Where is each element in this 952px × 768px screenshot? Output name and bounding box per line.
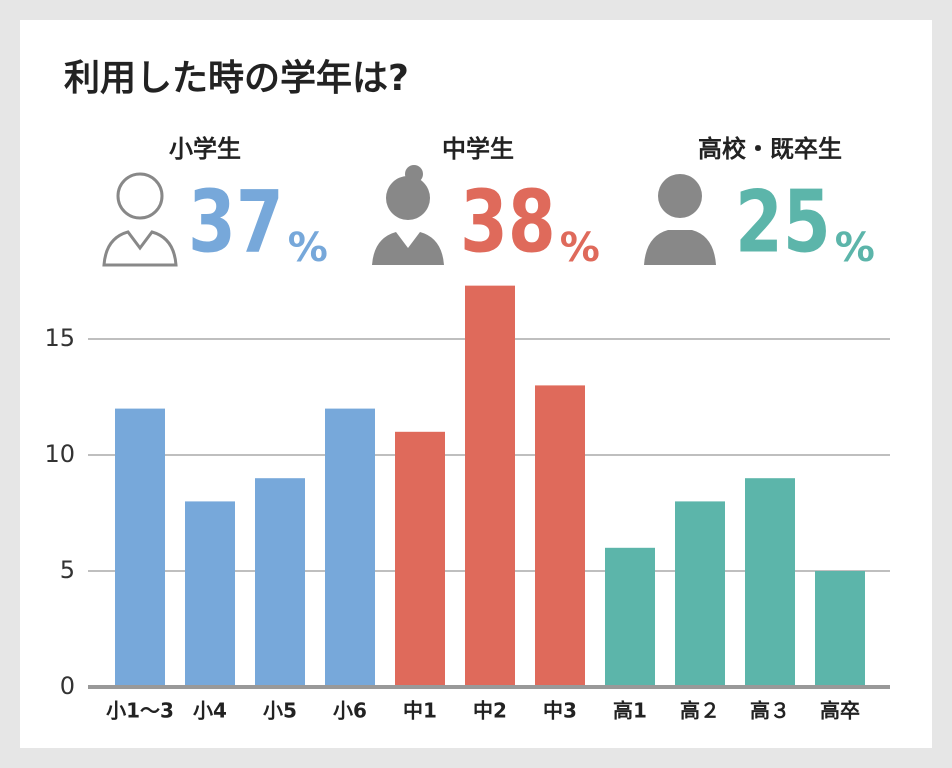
x-tick-label: 高３	[750, 699, 790, 723]
group-unit: %	[288, 225, 328, 271]
chart-title: 利用した時の学年は?	[64, 57, 409, 99]
group-label: 中学生	[442, 135, 514, 163]
bar	[325, 408, 375, 687]
group-label: 小学生	[169, 135, 241, 163]
y-tick-label: 15	[44, 324, 75, 352]
x-tick-label: 小4	[193, 699, 227, 723]
group-percent: 25	[735, 173, 831, 272]
bar	[395, 431, 445, 687]
bar	[255, 478, 305, 687]
bar	[115, 408, 165, 687]
x-tick-label: 小5	[263, 699, 297, 723]
x-tick-label: 小1〜3	[106, 699, 174, 723]
x-tick-label: 中3	[543, 699, 577, 723]
y-tick-label: 5	[60, 556, 75, 584]
bar	[185, 501, 235, 687]
group-percent: 38	[460, 173, 556, 272]
group-unit: %	[560, 225, 600, 271]
group-label: 高校・既卒生	[698, 135, 842, 163]
icon-girl	[372, 165, 444, 265]
x-tick-label: 小6	[333, 699, 367, 723]
icon-boy	[102, 172, 178, 267]
x-tick-label: 中2	[473, 699, 507, 723]
x-tick-label: 高２	[680, 699, 720, 723]
icon-student	[644, 174, 716, 265]
group-unit: %	[835, 225, 875, 271]
bar	[675, 501, 725, 687]
bar	[605, 547, 655, 687]
bar	[745, 478, 795, 687]
bar	[465, 285, 515, 687]
bar	[815, 571, 865, 687]
y-tick-label: 0	[60, 672, 75, 700]
y-tick-label: 10	[44, 440, 75, 468]
x-tick-label: 高卒	[820, 699, 860, 723]
bar	[535, 385, 585, 687]
group-percent: 37	[188, 173, 284, 272]
x-tick-label: 中1	[403, 699, 437, 723]
x-tick-label: 高1	[613, 699, 647, 723]
